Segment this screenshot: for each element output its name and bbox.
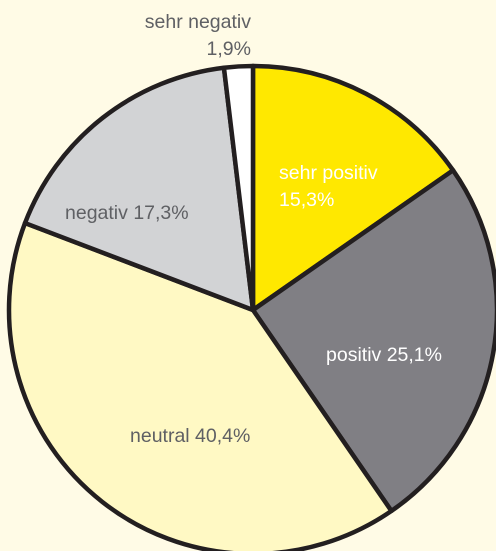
slice-label-sehr-positiv-value: 15,3% — [279, 189, 334, 211]
slice-label-negativ-name: negativ — [65, 202, 128, 224]
slice-label-neutral-name: neutral — [130, 425, 190, 447]
slice-label-negativ: negativ 17,3% — [65, 202, 189, 224]
pie-slice-sehr-negativ — [221, 63, 256, 313]
slice-label-positiv-value: 25,1% — [387, 344, 442, 366]
slice-label-sehr-positiv-name: sehr positiv — [279, 162, 378, 184]
slice-label-sehr-negativ-value: 1,9% — [207, 38, 251, 60]
pie-slice-negativ — [22, 65, 256, 313]
slice-label-negativ-value: 17,3% — [133, 202, 188, 224]
slice-label-positiv-name: positiv — [326, 344, 382, 366]
pie-slice-positiv — [250, 168, 496, 514]
slice-label-sehr-negativ-name: sehr negativ — [145, 11, 251, 33]
slice-label-neutral-value: 40,4% — [195, 425, 250, 447]
pie-labels: sehr positiv 15,3% positiv 25,1% neutral… — [65, 11, 442, 447]
pie-slice-sehr-positiv — [250, 63, 456, 313]
pie-slices — [6, 63, 496, 551]
slice-label-neutral: neutral 40,4% — [130, 425, 250, 447]
slice-label-positiv: positiv 25,1% — [326, 344, 442, 366]
pie-slice-neutral — [6, 220, 394, 551]
